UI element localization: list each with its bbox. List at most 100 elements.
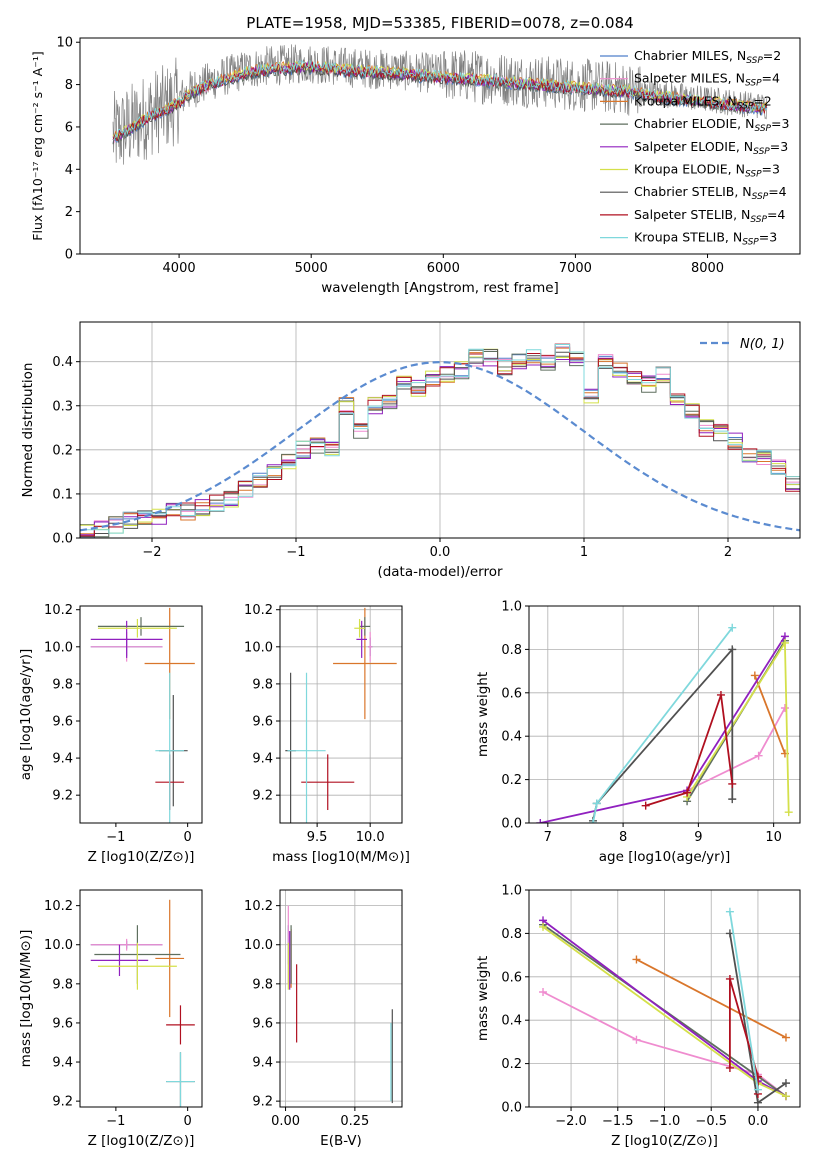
- y-tick-label: 1.0: [501, 600, 522, 615]
- y-tick-label: 10.2: [244, 603, 273, 618]
- x-tick-label: 5000: [295, 261, 328, 276]
- axes-frame: [79, 605, 203, 824]
- y-axis-label: mass weight: [475, 956, 491, 1041]
- axes-frame: [79, 37, 801, 255]
- y-tick-label: 0.0: [501, 1101, 522, 1116]
- legend-entry-subscript: SSP: [742, 238, 759, 248]
- y-tick-label: 10.0: [44, 640, 73, 655]
- x-tick-label: −1: [106, 830, 125, 845]
- y-tick-label: 0.3: [52, 399, 73, 414]
- error-bar-kroupa-elodie: [97, 618, 177, 638]
- legend-entry: Kroupa ELODIE, NSSP=3: [634, 162, 780, 180]
- error-bar-salpeter-stelib: [166, 1005, 195, 1045]
- y-tick-label: 0.2: [52, 443, 73, 458]
- error-bar-kroupa-elodie: [354, 618, 365, 638]
- legend-entry-name: Salpeter ELODIE, N: [634, 139, 753, 154]
- y-tick-label: 9.6: [252, 1016, 273, 1031]
- x-tick-label: 0.25: [340, 1114, 369, 1129]
- x-tick-label: 9: [694, 830, 702, 845]
- legend-entry-subscript: SSP: [754, 124, 771, 134]
- histogram-step-salpeter-elodie: [80, 357, 800, 536]
- legend-entry-subscript: SSP: [753, 147, 770, 157]
- y-tick-label: 9.4: [252, 1056, 273, 1071]
- y-tick-label: 0.8: [501, 927, 522, 942]
- weight-point-marker: [539, 922, 548, 931]
- weight-point-marker: [781, 1079, 790, 1088]
- weight-point-marker: [725, 907, 734, 916]
- legend-entry: Chabrier STELIB, NSSP=4: [634, 184, 787, 202]
- y-tick-label: 0: [65, 248, 73, 263]
- error-bar-salpeter-stelib: [301, 754, 355, 811]
- y-tick-label: 0.2: [501, 1057, 522, 1072]
- y-tick-label: 9.4: [52, 1056, 73, 1071]
- y-tick-label: 8: [65, 78, 73, 93]
- y-tick-label: 10.0: [44, 938, 73, 953]
- legend-entry-name: Chabrier MILES, N: [634, 48, 746, 63]
- y-tick-label: 0.1: [52, 487, 73, 502]
- x-tick-label: 10.0: [356, 830, 385, 845]
- legend-entry-count: =2: [763, 48, 781, 63]
- x-tick-label: 4000: [163, 261, 196, 276]
- legend-entry-count: =2: [753, 93, 771, 108]
- weight-point-marker: [588, 819, 597, 823]
- legend-entry-subscript: SSP: [745, 170, 762, 180]
- y-tick-label: 1.0: [501, 884, 522, 899]
- z_vs_age-panel: −1 0 9.2 9.4 9.6 9.8 10.0 10.2 Z [log10(Z/Z⊙)] ag…: [18, 603, 203, 865]
- z_vs_age-plot-area: [90, 607, 195, 823]
- weight-point-marker: [683, 788, 692, 797]
- x-tick-label: −1.0: [649, 1114, 681, 1129]
- axes-frame: [528, 605, 801, 824]
- y-tick-label: 10.0: [244, 640, 273, 655]
- y-tick-label: 2: [65, 205, 73, 220]
- y-tick-label: 9.6: [252, 714, 273, 729]
- ebv_vs_mass-plot-area: [287, 905, 393, 1104]
- y-tick-label: 0.6: [501, 686, 522, 701]
- error-bar-salpeter-elodie: [356, 620, 367, 658]
- x-axis-label: Z [log10(Z/Z⊙)]: [88, 849, 195, 865]
- axes-frame: [279, 889, 403, 1108]
- y-tick-label: 0.2: [501, 773, 522, 788]
- legend-entry-count: =3: [762, 162, 780, 177]
- histogram-step-salpeter-stelib: [80, 343, 800, 537]
- error-bar-kroupa-stelib: [155, 672, 185, 823]
- legend-entry: Salpeter ELODIE, NSSP=3: [634, 139, 788, 157]
- y-tick-label: 9.6: [52, 1016, 73, 1031]
- weight-point-marker: [754, 751, 763, 760]
- legend-entry: Chabrier MILES, NSSP=2: [634, 48, 781, 66]
- x-tick-label: 0: [184, 1114, 192, 1129]
- x-tick-label: 0.0: [430, 545, 451, 560]
- axes-frame: [279, 605, 403, 824]
- error-bar-kroupa-elodie: [97, 942, 177, 990]
- residuals-plot-area: [80, 343, 800, 538]
- weight-point-marker: [728, 623, 737, 632]
- weight-line-kroupa-miles: [636, 958, 787, 1039]
- ebv_vs_mass-panel: 0.00 0.25 9.2 9.4 9.6 9.8 10.0 10.2 E(B-V): [244, 889, 403, 1149]
- legend-entry-count: =4: [762, 71, 780, 86]
- y-tick-label: 9.4: [252, 752, 273, 767]
- model-spectrum-kroupa-stelib: [112, 59, 768, 141]
- residuals-legend: N(0, 1): [700, 337, 785, 352]
- weight-point-marker: [536, 819, 545, 823]
- error-bar-salpeter-elodie: [90, 944, 149, 977]
- y-tick-label: 6: [65, 120, 73, 135]
- residuals-panel: −2 −1 0.0 1 2 0.0 0.1 0.2 0.3 0.4 (data-model)/err…: [20, 321, 801, 580]
- legend-entry: Salpeter STELIB, NSSP=4: [634, 207, 785, 225]
- spectrum-panel: 4000 5000 6000 7000 8000 0 2 4 6 8 10 wavelength [A…: [30, 36, 801, 296]
- legend-entry: Kroupa MILES, NSSP=2: [634, 93, 772, 111]
- y-tick-label: 9.8: [52, 977, 73, 992]
- spectrum-plot-area: [112, 44, 768, 165]
- x-tick-label: 0.00: [271, 1114, 300, 1129]
- y-tick-label: 9.6: [52, 714, 73, 729]
- legend-entry-subscript: SSP: [752, 192, 769, 202]
- weight-line-kroupa-stelib: [729, 911, 759, 1090]
- legend-entry: Chabrier ELODIE, NSSP=3: [634, 116, 789, 134]
- weight-point-marker: [725, 1063, 734, 1072]
- figure-title: PLATE=1958, MJD=53385, FIBERID=0078, z=0…: [246, 14, 633, 32]
- weight-point-marker: [784, 808, 793, 817]
- y-tick-label: 9.8: [252, 977, 273, 992]
- x-axis-label: mass [log10(M/M⊙)]: [272, 849, 410, 865]
- error-bar-kroupa-stelib: [166, 1052, 195, 1107]
- z_vs_mass-plot-area: [90, 899, 195, 1107]
- x-tick-label: 0.0: [748, 1114, 769, 1129]
